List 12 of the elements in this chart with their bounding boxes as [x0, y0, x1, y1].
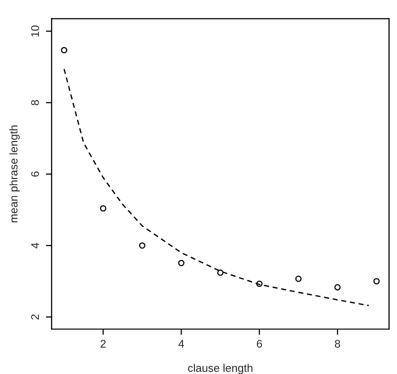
x-tick-label: 8	[334, 340, 340, 348]
y-axis-title: mean phrase length	[9, 126, 20, 222]
y-tick-label: 10	[31, 25, 39, 37]
x-axis-title: clause length	[188, 364, 252, 374]
x-tick-label: 6	[256, 340, 262, 348]
y-tick-label: 2	[31, 314, 39, 320]
x-tick-label: 2	[100, 340, 106, 348]
x-tick-label: 4	[178, 340, 184, 348]
line-series	[63, 68, 370, 306]
y-tick-label: 8	[31, 100, 39, 106]
y-tick-label: 6	[31, 171, 39, 177]
y-tick-label: 4	[31, 242, 39, 248]
